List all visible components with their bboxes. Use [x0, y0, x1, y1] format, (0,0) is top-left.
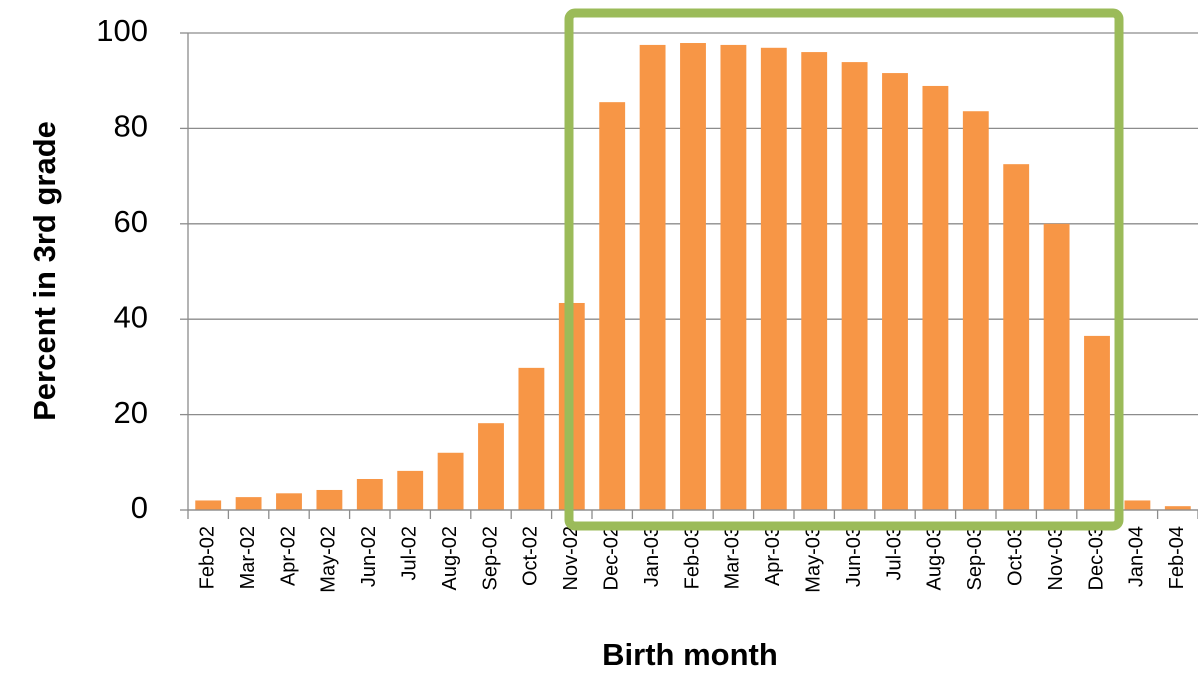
y-tick-label: 100: [96, 13, 148, 48]
y-tick-label: 20: [114, 395, 148, 430]
x-tick-label: Jan-03: [641, 526, 663, 587]
bar: [356, 478, 383, 510]
x-tick-label: Feb-03: [681, 526, 703, 589]
bar: [518, 367, 545, 510]
x-tick-label: Aug-02: [439, 526, 461, 591]
x-tick-label: Nov-02: [560, 526, 582, 590]
bar: [841, 62, 868, 511]
bar: [882, 73, 908, 511]
bar: [316, 489, 343, 510]
bar: [962, 111, 989, 510]
x-tick-label: May-03: [802, 526, 824, 593]
x-tick-label: Sep-03: [964, 526, 986, 591]
bar: [1084, 335, 1110, 510]
x-tick-label: Jan-04: [1126, 526, 1148, 587]
bar: [599, 102, 626, 510]
x-tick-label: Jul-02: [398, 526, 420, 580]
x-tick-label: Apr-02: [277, 526, 299, 586]
bar: [680, 43, 706, 510]
highlight-box: [564, 8, 1124, 531]
bar: [276, 493, 302, 510]
bar: [720, 44, 747, 511]
y-tick-label: 0: [131, 490, 148, 525]
x-axis-title: Birth month: [602, 637, 778, 672]
bar: [1124, 500, 1151, 510]
x-tick-label: Jun-02: [358, 526, 380, 587]
bar: [1043, 223, 1070, 511]
x-tick-label: Nov-03: [1045, 526, 1067, 590]
y-tick-label: 60: [114, 204, 148, 239]
y-tick-label: 80: [114, 109, 148, 144]
x-tick-label: Aug-03: [924, 526, 946, 591]
bar: [235, 497, 262, 510]
y-tick-label: 40: [114, 299, 148, 334]
bar: [478, 423, 504, 510]
bar: [760, 47, 787, 511]
bar: [195, 500, 222, 510]
x-tick-label: Feb-04: [1166, 526, 1188, 589]
bar: [1164, 506, 1191, 510]
x-tick-label: Feb-02: [196, 526, 218, 589]
x-tick-label: May-02: [318, 526, 340, 593]
x-tick-label: Mar-03: [722, 526, 744, 589]
x-tick-label: Oct-02: [520, 526, 542, 586]
x-tick-label: Oct-03: [1004, 526, 1026, 586]
x-tick-label: Sep-02: [479, 526, 501, 591]
plot-area: 0 20 40 60 80 100 Feb-02 Mar-02 Apr-02 May-02 Jun-…: [96, 13, 1198, 593]
x-tick-label: Mar-02: [237, 526, 259, 589]
bar: [437, 452, 464, 510]
x-tick-label: Jul-03: [883, 526, 905, 580]
bar: [801, 52, 828, 510]
bar: [922, 85, 949, 511]
y-axis-title: Percent in 3rd grade: [27, 121, 62, 421]
x-tick-label: Jun-03: [843, 526, 865, 587]
bar: [1003, 164, 1030, 511]
x-tick-label: Dec-02: [600, 526, 622, 590]
x-tick-label: Apr-03: [762, 526, 784, 586]
bar: [639, 44, 666, 511]
x-tick-label: Dec-03: [1085, 526, 1107, 590]
bar: [397, 470, 424, 510]
